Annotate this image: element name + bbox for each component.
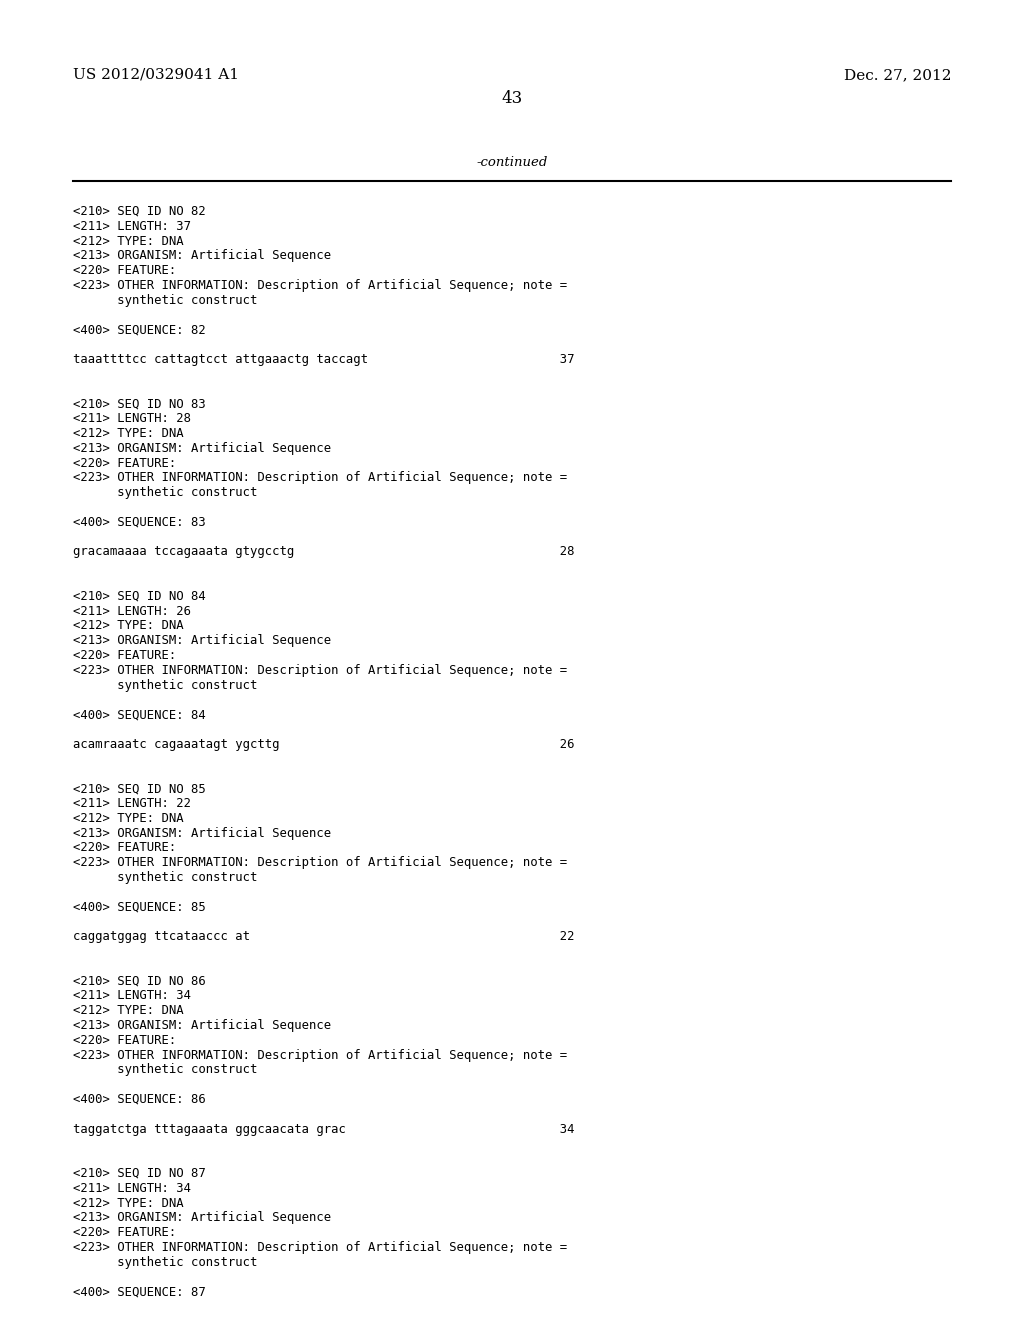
Text: <211> LENGTH: 28: <211> LENGTH: 28 xyxy=(73,412,191,425)
Text: <212> TYPE: DNA: <212> TYPE: DNA xyxy=(73,1005,183,1018)
Text: <223> OTHER INFORMATION: Description of Artificial Sequence; note =: <223> OTHER INFORMATION: Description of … xyxy=(73,471,567,484)
Text: synthetic construct: synthetic construct xyxy=(73,486,257,499)
Text: <211> LENGTH: 34: <211> LENGTH: 34 xyxy=(73,990,191,1002)
Text: <212> TYPE: DNA: <212> TYPE: DNA xyxy=(73,812,183,825)
Text: <220> FEATURE:: <220> FEATURE: xyxy=(73,264,176,277)
Text: <210> SEQ ID NO 83: <210> SEQ ID NO 83 xyxy=(73,397,206,411)
Text: Dec. 27, 2012: Dec. 27, 2012 xyxy=(844,69,951,82)
Text: <210> SEQ ID NO 87: <210> SEQ ID NO 87 xyxy=(73,1167,206,1180)
Text: <220> FEATURE:: <220> FEATURE: xyxy=(73,457,176,470)
Text: 43: 43 xyxy=(502,90,522,107)
Text: <400> SEQUENCE: 85: <400> SEQUENCE: 85 xyxy=(73,900,206,913)
Text: <211> LENGTH: 22: <211> LENGTH: 22 xyxy=(73,797,191,810)
Text: US 2012/0329041 A1: US 2012/0329041 A1 xyxy=(73,69,239,82)
Text: <211> LENGTH: 37: <211> LENGTH: 37 xyxy=(73,220,191,232)
Text: <223> OTHER INFORMATION: Description of Artificial Sequence; note =: <223> OTHER INFORMATION: Description of … xyxy=(73,1048,567,1061)
Text: <213> ORGANISM: Artificial Sequence: <213> ORGANISM: Artificial Sequence xyxy=(73,826,331,840)
Text: <220> FEATURE:: <220> FEATURE: xyxy=(73,841,176,854)
Text: <211> LENGTH: 34: <211> LENGTH: 34 xyxy=(73,1181,191,1195)
Text: <212> TYPE: DNA: <212> TYPE: DNA xyxy=(73,619,183,632)
Text: <212> TYPE: DNA: <212> TYPE: DNA xyxy=(73,426,183,440)
Text: caggatggag ttcataaccc at                                          22: caggatggag ttcataaccc at 22 xyxy=(73,931,574,944)
Text: <213> ORGANISM: Artificial Sequence: <213> ORGANISM: Artificial Sequence xyxy=(73,634,331,647)
Text: <210> SEQ ID NO 86: <210> SEQ ID NO 86 xyxy=(73,974,206,987)
Text: <220> FEATURE:: <220> FEATURE: xyxy=(73,1226,176,1239)
Text: acamraaatc cagaaatagt ygcttg                                      26: acamraaatc cagaaatagt ygcttg 26 xyxy=(73,738,574,751)
Text: <213> ORGANISM: Artificial Sequence: <213> ORGANISM: Artificial Sequence xyxy=(73,249,331,263)
Text: <211> LENGTH: 26: <211> LENGTH: 26 xyxy=(73,605,191,618)
Text: <212> TYPE: DNA: <212> TYPE: DNA xyxy=(73,1197,183,1209)
Text: synthetic construct: synthetic construct xyxy=(73,294,257,306)
Text: synthetic construct: synthetic construct xyxy=(73,1064,257,1076)
Text: <212> TYPE: DNA: <212> TYPE: DNA xyxy=(73,235,183,248)
Text: taggatctga tttagaaata gggcaacata grac                             34: taggatctga tttagaaata gggcaacata grac 34 xyxy=(73,1122,574,1135)
Text: gracamaaaa tccagaaata gtygcctg                                    28: gracamaaaa tccagaaata gtygcctg 28 xyxy=(73,545,574,558)
Text: <400> SEQUENCE: 82: <400> SEQUENCE: 82 xyxy=(73,323,206,337)
Text: <223> OTHER INFORMATION: Description of Artificial Sequence; note =: <223> OTHER INFORMATION: Description of … xyxy=(73,664,567,677)
Text: <400> SEQUENCE: 87: <400> SEQUENCE: 87 xyxy=(73,1286,206,1299)
Text: <223> OTHER INFORMATION: Description of Artificial Sequence; note =: <223> OTHER INFORMATION: Description of … xyxy=(73,1241,567,1254)
Text: <210> SEQ ID NO 82: <210> SEQ ID NO 82 xyxy=(73,205,206,218)
Text: synthetic construct: synthetic construct xyxy=(73,678,257,692)
Text: <210> SEQ ID NO 84: <210> SEQ ID NO 84 xyxy=(73,590,206,603)
Text: synthetic construct: synthetic construct xyxy=(73,871,257,884)
Text: <223> OTHER INFORMATION: Description of Artificial Sequence; note =: <223> OTHER INFORMATION: Description of … xyxy=(73,857,567,869)
Text: <220> FEATURE:: <220> FEATURE: xyxy=(73,649,176,663)
Text: synthetic construct: synthetic construct xyxy=(73,1255,257,1269)
Text: <400> SEQUENCE: 84: <400> SEQUENCE: 84 xyxy=(73,709,206,721)
Text: <213> ORGANISM: Artificial Sequence: <213> ORGANISM: Artificial Sequence xyxy=(73,442,331,455)
Text: <220> FEATURE:: <220> FEATURE: xyxy=(73,1034,176,1047)
Text: <213> ORGANISM: Artificial Sequence: <213> ORGANISM: Artificial Sequence xyxy=(73,1019,331,1032)
Text: <400> SEQUENCE: 86: <400> SEQUENCE: 86 xyxy=(73,1093,206,1106)
Text: <400> SEQUENCE: 83: <400> SEQUENCE: 83 xyxy=(73,516,206,529)
Text: -continued: -continued xyxy=(476,156,548,169)
Text: taaattttcc cattagtcct attgaaactg taccagt                          37: taaattttcc cattagtcct attgaaactg taccagt… xyxy=(73,352,574,366)
Text: <223> OTHER INFORMATION: Description of Artificial Sequence; note =: <223> OTHER INFORMATION: Description of … xyxy=(73,279,567,292)
Text: <210> SEQ ID NO 85: <210> SEQ ID NO 85 xyxy=(73,783,206,795)
Text: <213> ORGANISM: Artificial Sequence: <213> ORGANISM: Artificial Sequence xyxy=(73,1212,331,1225)
